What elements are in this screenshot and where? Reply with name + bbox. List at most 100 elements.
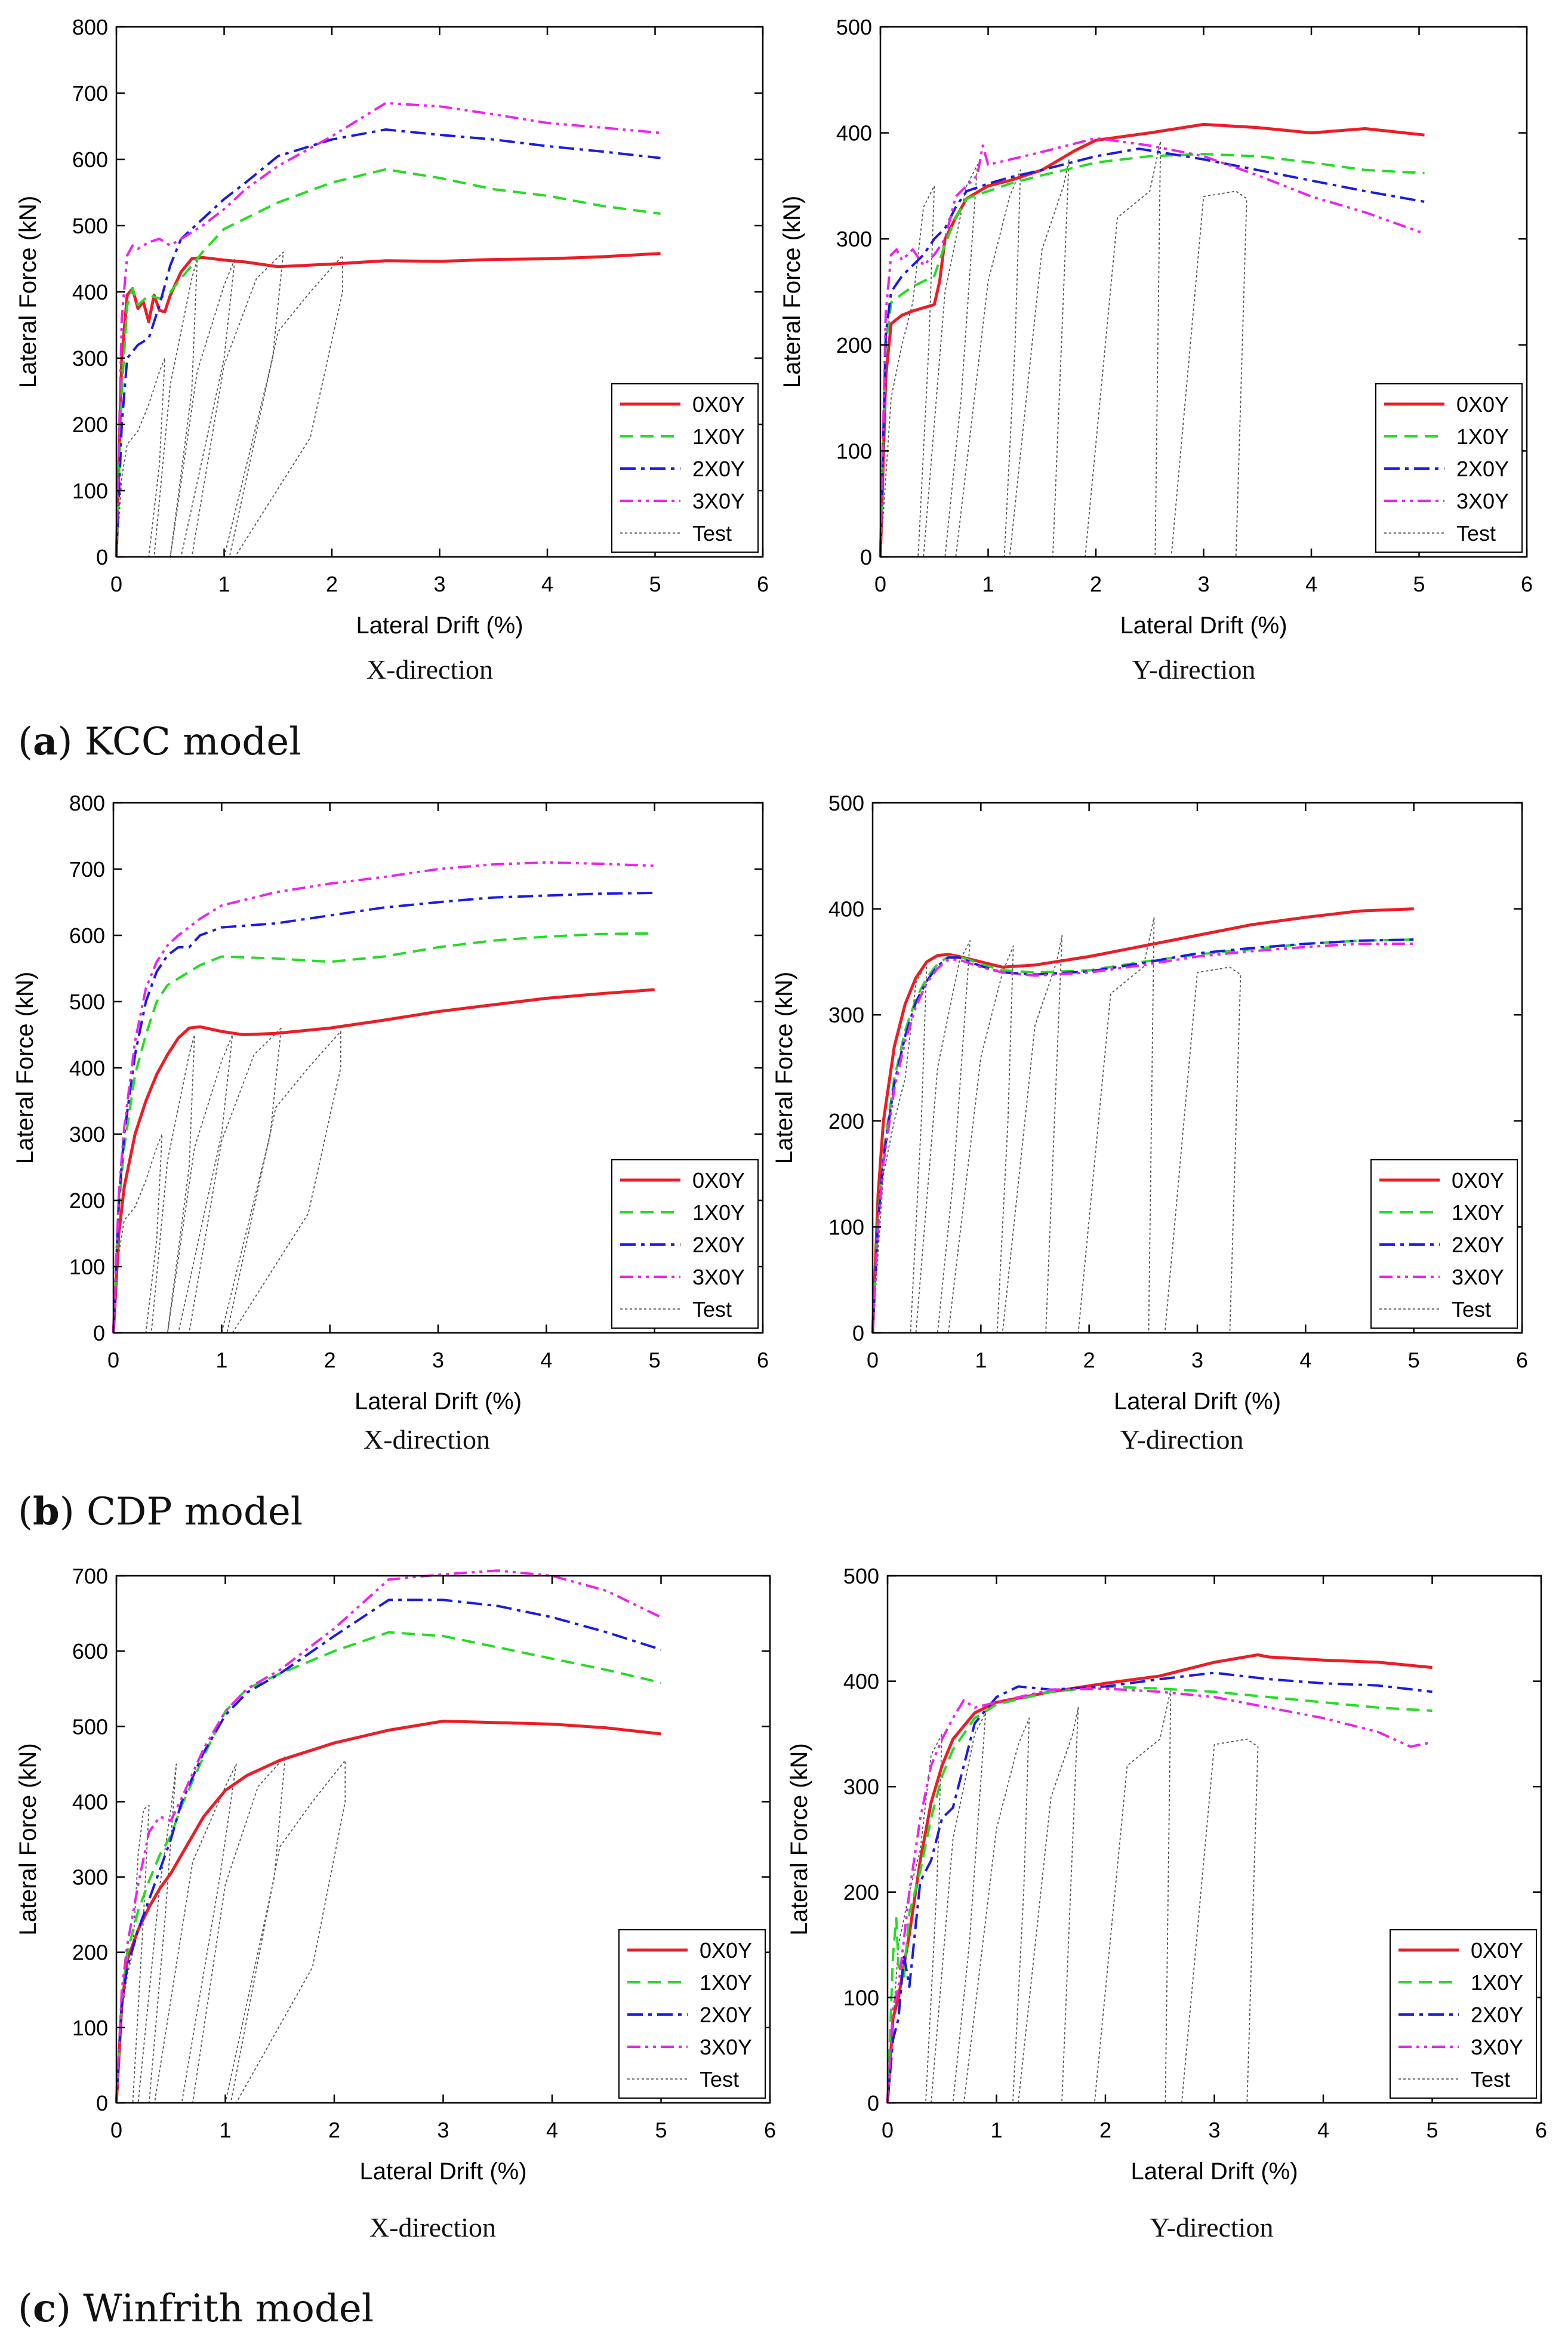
series-0x0y	[115, 1720, 661, 2103]
y-axis-label: Lateral Force (kN)	[12, 972, 38, 1164]
series-test	[872, 916, 1242, 1333]
x-tick-label: 2	[326, 572, 338, 596]
x-tick-label: 1	[218, 572, 230, 596]
caption-b: (b) CDP model	[18, 1489, 303, 1534]
legend-label-1x0y: 1X0Y	[692, 1200, 745, 1225]
y-tick-label: 600	[69, 923, 105, 948]
caption-a: (a) KCC model	[18, 719, 301, 764]
y-tick-label: 400	[828, 897, 864, 922]
y-tick-label: 0	[93, 1321, 105, 1345]
legend-box	[1390, 1929, 1537, 2099]
legend-label-2x0y: 2X0Y	[692, 1233, 745, 1257]
y-tick-label: 800	[69, 791, 105, 815]
y-tick-label: 0	[96, 2091, 108, 2115]
x-tick-label: 5	[1408, 1348, 1420, 1372]
x-tick-label: 5	[655, 2118, 667, 2142]
y-tick-label: 400	[843, 1670, 879, 1694]
legend-label-test: Test	[1456, 521, 1496, 546]
y-tick-label: 0	[96, 545, 108, 569]
legend-label-test: Test	[692, 521, 732, 546]
legend-box	[1375, 383, 1523, 553]
legend-label-0x0y: 0X0Y	[1471, 1938, 1523, 1963]
series-0x0y	[871, 907, 1414, 1333]
series-0x0y	[886, 1653, 1433, 2103]
y-tick-label: 300	[69, 1122, 105, 1147]
series-0x0y	[112, 988, 655, 1333]
legend: 0X0Y 1X0Y 2X0Y 3X0Y Test	[1390, 1929, 1537, 2099]
direction-label-a-x: X-direction	[366, 654, 494, 685]
y-tick-label: 500	[72, 214, 108, 238]
x-tick-label: 4	[540, 1348, 552, 1372]
legend-label-1x0y: 1X0Y	[700, 1970, 752, 1995]
y-tick-label: 500	[828, 791, 864, 815]
series-test	[887, 1689, 1259, 2103]
x-tick-label: 5	[1413, 572, 1425, 596]
y-tick-label: 100	[828, 1215, 864, 1239]
y-tick-label: 700	[69, 857, 105, 882]
x-tick-label: 0	[867, 1348, 879, 1372]
series-3x0y	[871, 943, 1414, 1333]
y-tick-label: 300	[72, 1865, 108, 1890]
x-tick-label: 3	[1208, 2118, 1220, 2142]
series-2x0y	[112, 892, 655, 1333]
y-tick-label: 300	[828, 1003, 864, 1027]
x-tick-label: 0	[107, 1348, 119, 1372]
legend-label-2x0y: 2X0Y	[1456, 457, 1509, 481]
legend-box	[618, 1929, 766, 2099]
y-tick-label: 200	[836, 333, 872, 358]
direction-label-a-y: Y-direction	[1132, 654, 1256, 685]
y-tick-label: 500	[836, 15, 872, 39]
legend-label-3x0y: 3X0Y	[692, 1265, 745, 1289]
series-test	[113, 1027, 341, 1333]
y-tick-label: 300	[72, 346, 108, 371]
y-tick-label: 200	[72, 412, 108, 437]
legend-box	[611, 383, 759, 553]
y-tick-label: 100	[843, 1985, 879, 2010]
x-tick-label: 6	[757, 1348, 769, 1372]
legend-label-2x0y: 2X0Y	[700, 2003, 752, 2027]
x-tick-label: 6	[764, 2118, 776, 2142]
direction-label-b-x: X-direction	[363, 1424, 491, 1455]
legend: 0X0Y 1X0Y 2X0Y 3X0Y Test	[611, 1159, 759, 1329]
y-tick-label: 500	[72, 1714, 108, 1739]
x-tick-label: 6	[1521, 572, 1533, 596]
legend-label-3x0y: 3X0Y	[1452, 1265, 1504, 1289]
y-tick-label: 100	[72, 2016, 108, 2040]
direction-label-c-x: X-direction	[369, 2212, 497, 2243]
y-tick-label: 600	[72, 1639, 108, 1664]
legend-label-1x0y: 1X0Y	[692, 424, 745, 449]
x-tick-label: 5	[649, 1348, 661, 1372]
y-tick-label: 100	[836, 439, 872, 463]
legend: 0X0Y 1X0Y 2X0Y 3X0Y Test	[1370, 1159, 1518, 1329]
chart-4: 0 1 2 3 4 5 6 0 100 200 300 400 500 600 700 Lateral Dri…	[15, 1564, 776, 2185]
legend-label-3x0y: 3X0Y	[1456, 489, 1509, 513]
legend-box	[611, 1159, 759, 1329]
legend-label-3x0y: 3X0Y	[692, 489, 745, 513]
y-tick-label: 400	[72, 1789, 108, 1814]
y-axis-label: Lateral Force (kN)	[15, 1743, 41, 1935]
x-axis-label: Lateral Drift (%)	[1114, 1388, 1281, 1415]
x-tick-label: 3	[433, 572, 445, 596]
chart-1: 0 1 2 3 4 5 6 0 100 200 300 400 500 Lateral Drift (%)…	[779, 15, 1533, 639]
series-2x0y	[115, 1598, 662, 2103]
series-2x0y	[871, 938, 1414, 1333]
series-3x0y	[115, 101, 661, 558]
y-axis-label: Lateral Force (kN)	[786, 1743, 812, 1935]
y-axis-label: Lateral Force (kN)	[771, 972, 797, 1164]
x-tick-label: 2	[1090, 572, 1102, 596]
series-test	[116, 1755, 346, 2103]
series-test	[880, 140, 1247, 558]
y-tick-label: 0	[852, 1321, 864, 1345]
y-tick-label: 700	[72, 1564, 108, 1588]
x-tick-label: 3	[432, 1348, 444, 1372]
chart-5: 0 1 2 3 4 5 6 0 100 200 300 400 500 Lateral Drift (%)…	[786, 1564, 1547, 2185]
y-tick-label: 200	[828, 1109, 864, 1134]
legend-label-1x0y: 1X0Y	[1471, 1970, 1523, 1995]
legend-label-3x0y: 3X0Y	[700, 2035, 752, 2059]
x-tick-label: 2	[324, 1348, 336, 1372]
x-tick-label: 4	[1317, 2118, 1329, 2142]
x-tick-label: 1	[990, 2118, 1002, 2142]
series-1x0y	[879, 153, 1425, 558]
legend: 0X0Y 1X0Y 2X0Y 3X0Y Test	[1375, 383, 1523, 553]
x-axis-label: Lateral Drift (%)	[1120, 612, 1287, 639]
